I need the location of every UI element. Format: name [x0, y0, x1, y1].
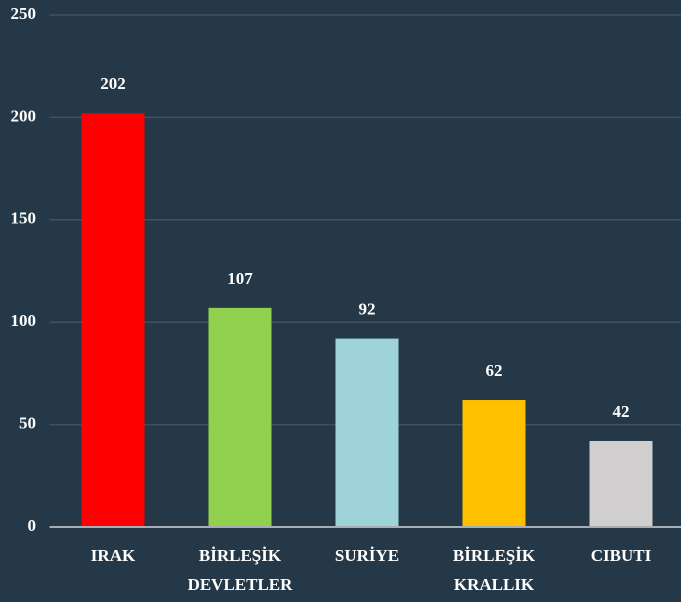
x-tick-label: IRAK	[91, 546, 136, 565]
y-tick-label: 250	[11, 4, 37, 23]
x-tick-label: SURİYE	[335, 546, 399, 565]
y-tick-label: 50	[19, 414, 36, 433]
value-label: 107	[227, 269, 253, 288]
y-tick-label: 0	[28, 516, 37, 535]
value-label: 202	[100, 74, 126, 93]
bar	[335, 338, 399, 527]
x-tick-label: BİRLEŞİK DEVLETLER	[188, 546, 294, 594]
value-label: 62	[486, 361, 503, 380]
bar	[208, 307, 272, 527]
value-label: 42	[613, 402, 630, 421]
bar	[589, 440, 653, 527]
bar	[81, 113, 145, 527]
y-tick-label: 200	[11, 106, 37, 125]
value-label: 92	[359, 299, 376, 318]
x-tick-label: BİRLEŞİK KRALLIK	[453, 546, 536, 594]
bar	[462, 400, 526, 527]
y-tick-label: 100	[11, 311, 37, 330]
x-tick-label: CIBUTI	[591, 546, 652, 565]
y-tick-label: 150	[11, 209, 37, 228]
